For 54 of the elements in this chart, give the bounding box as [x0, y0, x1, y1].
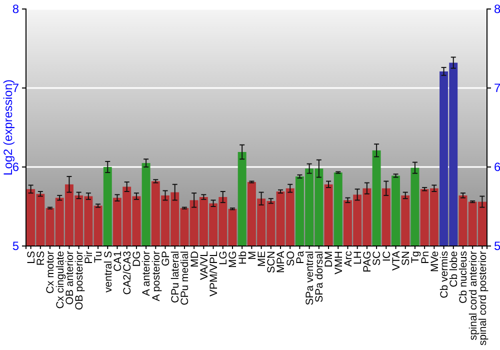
x-tick-label: LG [218, 251, 230, 266]
x-tick-label: Cx cingulate [54, 250, 66, 309]
x-tick-label: Cb lobe [448, 250, 460, 288]
x-tick-label: SC [371, 250, 384, 266]
x-tick-label: RS [35, 251, 48, 266]
y-tick-label: 6 [12, 160, 20, 174]
y2-tick-label: 8 [494, 2, 500, 16]
x-tick-label: CPu medial [179, 251, 192, 306]
y-tick-label: 8 [12, 2, 20, 16]
x-tick-label: PAG [362, 251, 374, 272]
x-tick-label: MD [188, 250, 201, 268]
y-axis-title: Log2 (expression) [1, 79, 15, 176]
x-tick-label: CA1 [112, 250, 124, 272]
y2-tick-label: 6 [494, 160, 500, 174]
x-tick-label: Tu [92, 250, 105, 263]
y-tick-label: 5 [12, 238, 20, 253]
x-tick-label: Tg [410, 250, 422, 264]
x-tick-label: VTA [390, 251, 402, 271]
x-tick-label: SO [284, 251, 297, 266]
x-tick-label: DG [131, 251, 144, 267]
x-tick-label: Cx motor [44, 250, 57, 294]
x-tick-label: M [246, 251, 258, 260]
x-tick-label: MPA [275, 251, 288, 273]
x-tick-label: MVe [428, 250, 441, 272]
x-tick-label: Cb vermis [438, 251, 450, 298]
x-tick-label: Hb [236, 250, 249, 264]
x-tick-label: SPa dorsal [314, 251, 326, 302]
y2-tick-label: 7 [494, 80, 500, 95]
x-tick-label: Cb nucleus [458, 251, 470, 304]
y2-tick-label: 5 [494, 238, 500, 253]
x-tick-label: ME [256, 251, 268, 267]
x-tick-label: Arc [342, 251, 354, 267]
x-tick-label: LS [25, 251, 38, 264]
x-tick-label: OB posterior [74, 250, 86, 310]
x-tick-label: ventral S [102, 251, 114, 292]
x-tick-label: spinal cord anterior [467, 250, 480, 340]
x-tick-label: VA/VL [198, 250, 210, 280]
x-tick-label: SPa ventral [304, 251, 316, 306]
x-tick-label: MG [227, 251, 240, 268]
x-tick-label: A anterior [140, 250, 153, 296]
x-tick-label: DM [323, 251, 336, 268]
x-tick-label: VMH [332, 251, 345, 274]
x-tick-label: spinal cord posterior [476, 250, 489, 346]
x-tick-label: CA2/CA3 [122, 250, 134, 295]
x-tick-label: SCN [266, 251, 278, 274]
x-tick-label: Pa [294, 250, 306, 264]
x-tick-label: IC [380, 250, 393, 262]
x-tick-label: LH [352, 251, 364, 264]
x-tick-label: VPM/VPL [208, 250, 220, 297]
x-tick-label: GP [160, 251, 172, 266]
x-tick-label: OB anterior [64, 250, 76, 305]
x-tick-label: SN [400, 251, 412, 266]
x-tick-label: A posterior [150, 250, 162, 302]
x-tick-label: Pir [83, 250, 96, 264]
